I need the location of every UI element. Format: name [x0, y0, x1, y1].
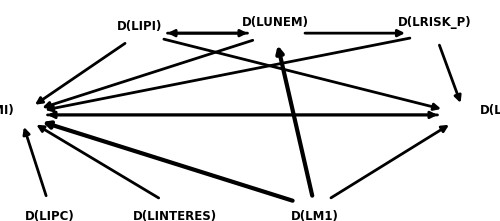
- Text: D(LUNEM): D(LUNEM): [242, 16, 308, 29]
- Text: D(LINTERES): D(LINTERES): [133, 210, 217, 221]
- Text: D(LIPC): D(LIPC): [25, 210, 75, 221]
- Text: D(LPMI): D(LPMI): [0, 104, 15, 117]
- Text: D(LESI): D(LESI): [480, 104, 500, 117]
- Text: D(LRISK_P): D(LRISK_P): [398, 16, 472, 29]
- Text: D(LIPI): D(LIPI): [118, 20, 162, 33]
- Text: D(LM1): D(LM1): [291, 210, 339, 221]
